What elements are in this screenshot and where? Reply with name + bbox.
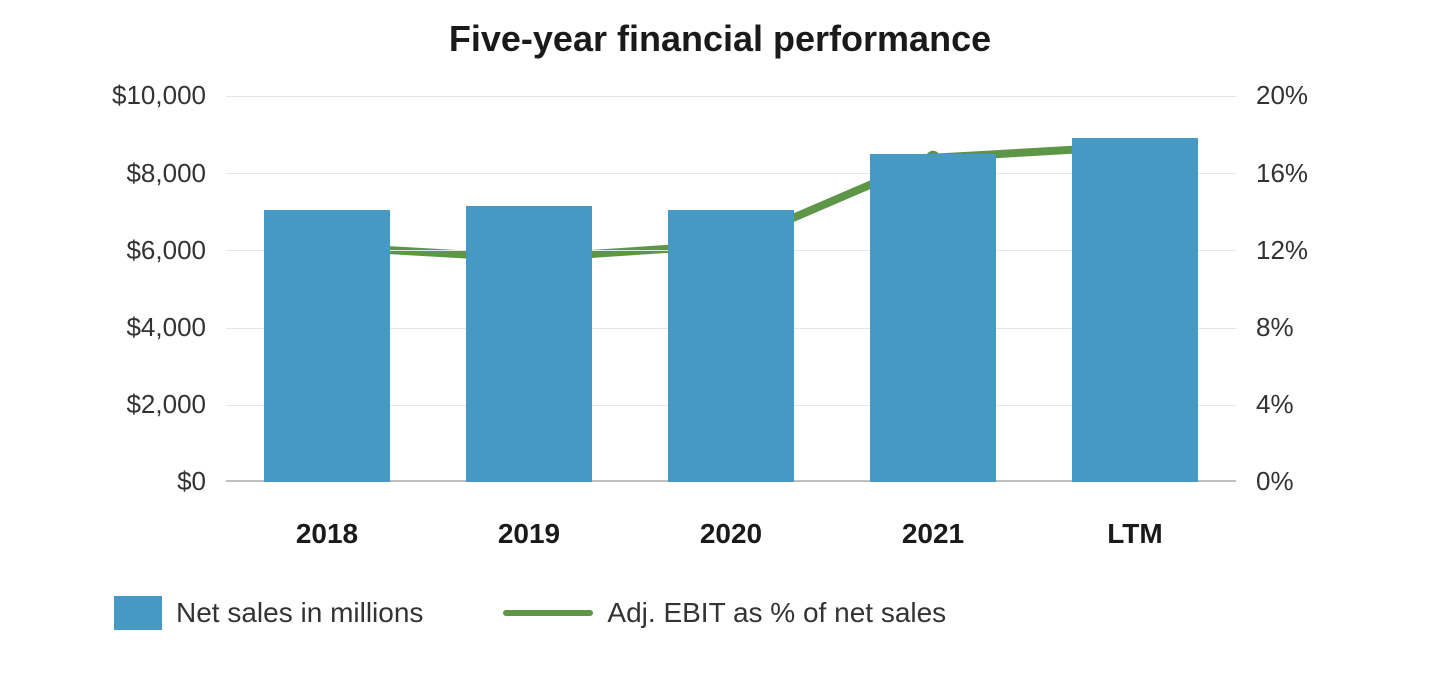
legend-label: Adj. EBIT as % of net sales: [607, 597, 946, 629]
y-right-tick-label: 16%: [1256, 158, 1308, 189]
y-right-tick-label: 0%: [1256, 466, 1294, 497]
y-left-tick-label: $6,000: [0, 235, 206, 266]
chart-title: Five-year financial performance: [0, 18, 1440, 60]
bar: [1072, 138, 1197, 482]
legend-label: Net sales in millions: [176, 597, 423, 629]
x-tick-label: 2019: [428, 518, 630, 550]
gridline: [226, 96, 1236, 97]
legend-item: Adj. EBIT as % of net sales: [503, 597, 946, 629]
y-right-tick-label: 12%: [1256, 235, 1308, 266]
bar: [668, 210, 793, 482]
y-left-tick-label: $10,000: [0, 80, 206, 111]
x-tick-label: 2018: [226, 518, 428, 550]
chart-container: Five-year financial performance Net sale…: [0, 0, 1440, 678]
y-right-tick-label: 20%: [1256, 80, 1308, 111]
x-tick-label: 2020: [630, 518, 832, 550]
legend: Net sales in millions Adj. EBIT as % of n…: [114, 596, 946, 630]
x-tick-label: 2021: [832, 518, 1034, 550]
legend-swatch-bar: [114, 596, 162, 630]
legend-swatch-line: [503, 610, 593, 616]
bar: [466, 206, 591, 482]
bar: [264, 210, 389, 482]
plot-area: [226, 96, 1236, 482]
y-left-tick-label: $4,000: [0, 312, 206, 343]
bar: [870, 154, 995, 482]
legend-item: Net sales in millions: [114, 596, 423, 630]
y-left-tick-label: $8,000: [0, 158, 206, 189]
y-left-tick-label: $0: [0, 466, 206, 497]
y-right-tick-label: 8%: [1256, 312, 1294, 343]
x-tick-label: LTM: [1034, 518, 1236, 550]
y-right-tick-label: 4%: [1256, 389, 1294, 420]
y-left-tick-label: $2,000: [0, 389, 206, 420]
